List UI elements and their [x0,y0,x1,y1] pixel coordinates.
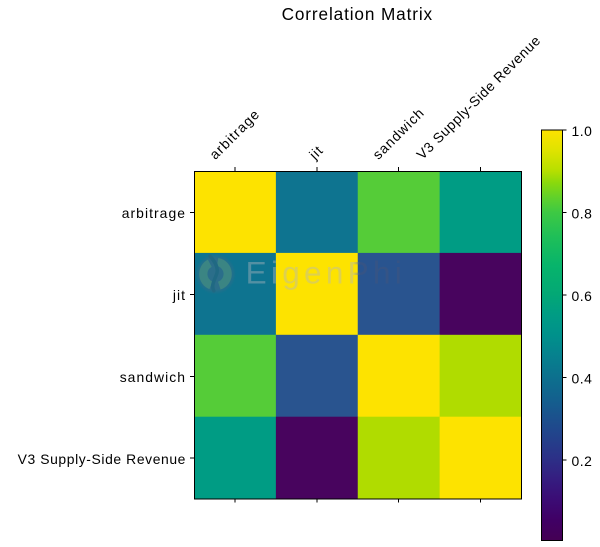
svg-text:EigenPhi: EigenPhi [246,254,407,290]
svg-text:V3 Supply-Side Revenue: V3 Supply-Side Revenue [18,451,186,467]
svg-text:Correlation Matrix: Correlation Matrix [282,4,433,24]
svg-text:arbitrage: arbitrage [122,205,186,221]
svg-text:jit: jit [172,287,186,303]
svg-text:0.2: 0.2 [572,453,593,469]
svg-text:1.0: 1.0 [572,123,593,139]
svg-text:0.6: 0.6 [572,288,593,304]
svg-text:0.4: 0.4 [572,371,593,387]
svg-text:0.8: 0.8 [572,206,593,222]
svg-text:sandwich: sandwich [120,369,186,385]
